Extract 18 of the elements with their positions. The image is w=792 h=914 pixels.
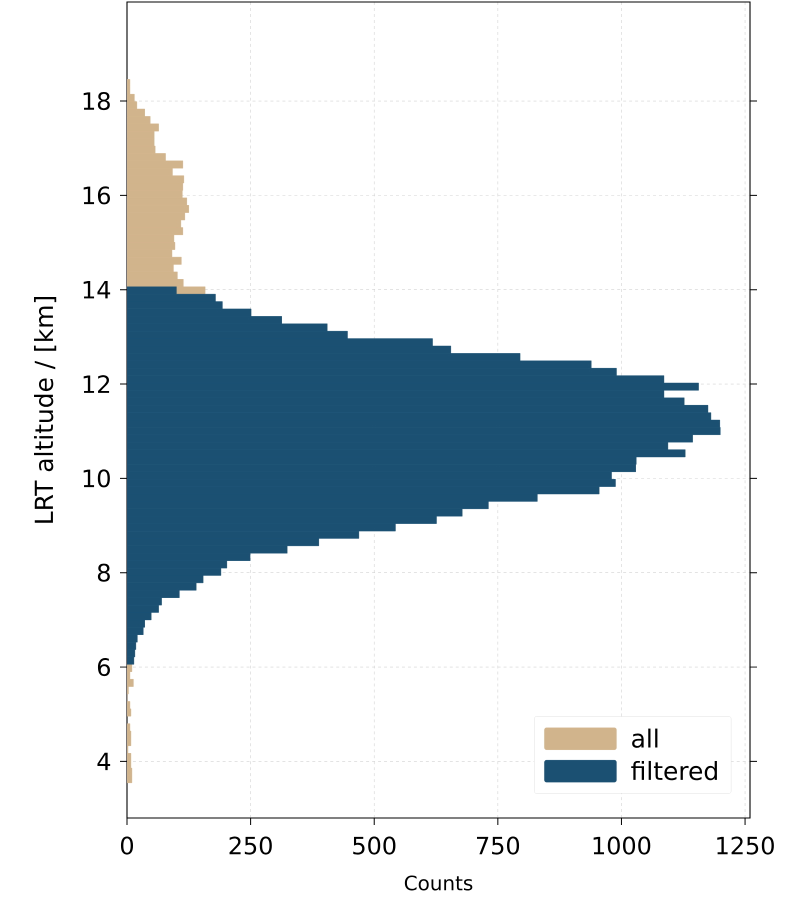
y-tick-label: 14 — [84, 281, 110, 298]
x-axis-title: Counts — [404, 875, 472, 891]
y-tick-label: 16 — [84, 186, 110, 204]
y-axis-title: LRT altitude / [km] — [34, 296, 56, 523]
y-tick-label: 8 — [98, 564, 110, 582]
x-tick-label: 1000 — [594, 836, 650, 855]
y-tick-label: 4 — [97, 752, 110, 770]
x-tick-label: 1250 — [717, 836, 774, 855]
legend-label: all — [632, 728, 658, 748]
x-tick-label: 250 — [230, 836, 272, 855]
y-tick-label: 18 — [84, 92, 110, 110]
x-tick-label: 750 — [476, 836, 520, 855]
x-tick-label: 500 — [353, 836, 396, 855]
y-tick-label: 12 — [84, 375, 110, 393]
legend-label: filtered — [631, 760, 717, 780]
x-tick-label: 0 — [120, 836, 134, 855]
y-tick-label: 6 — [98, 658, 110, 676]
y-tick-label: 10 — [84, 469, 110, 488]
